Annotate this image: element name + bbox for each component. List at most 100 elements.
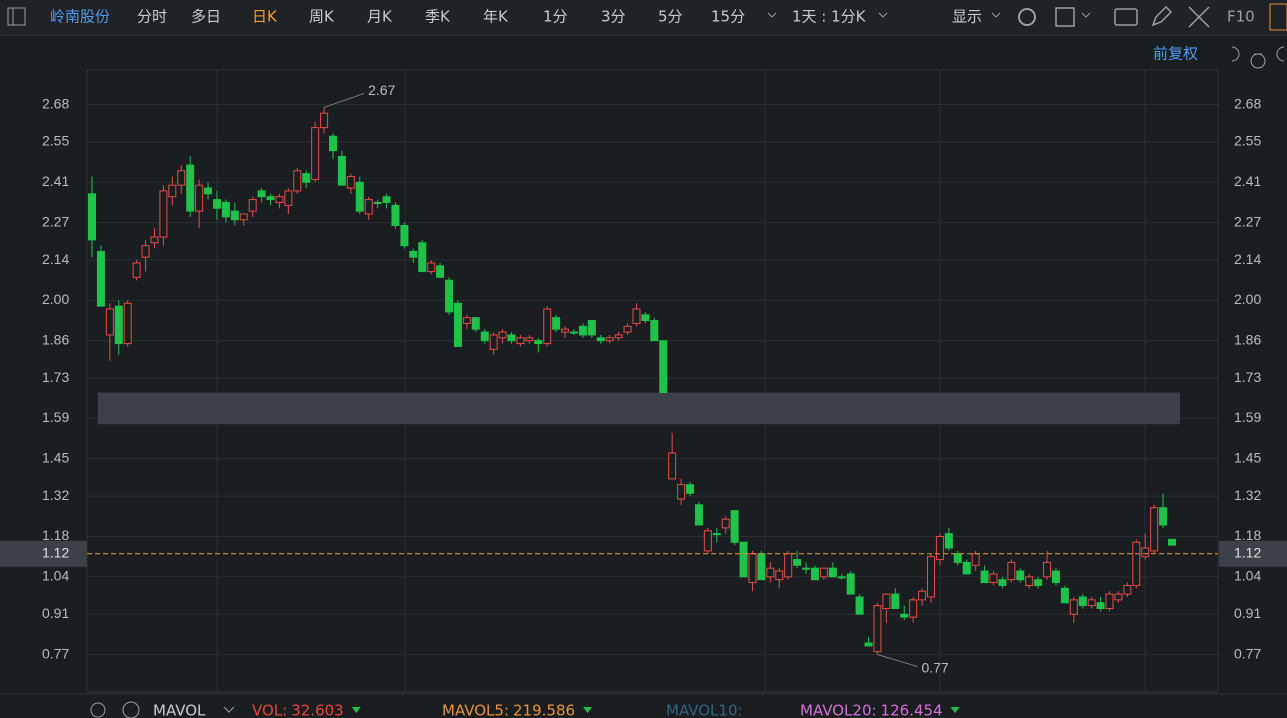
candle-body bbox=[739, 541, 748, 578]
candle-body bbox=[498, 331, 507, 339]
y-tick-label-left: 2.00 bbox=[42, 291, 69, 307]
last-price-left: 1.12 bbox=[42, 544, 69, 560]
adjust-mode[interactable]: 前复权 bbox=[1153, 45, 1198, 63]
y-tick-label-right: 1.32 bbox=[1234, 487, 1261, 503]
candle-body bbox=[543, 308, 552, 345]
dropdown-arrows bbox=[767, 12, 1091, 18]
tab[interactable]: 1分 bbox=[543, 8, 568, 26]
candle-body bbox=[1043, 561, 1052, 578]
tab[interactable]: 日K bbox=[252, 8, 278, 26]
candle-body bbox=[659, 340, 668, 394]
f10[interactable]: F10 bbox=[1227, 8, 1255, 26]
candle-body bbox=[766, 567, 775, 578]
last-price-box-right bbox=[1219, 540, 1287, 567]
indicator-dropdown bbox=[223, 706, 235, 713]
indicator-name[interactable]: MAVOL bbox=[153, 702, 206, 718]
tab[interactable]: 月K bbox=[367, 8, 393, 26]
y-tick-label-right: 2.68 bbox=[1234, 95, 1261, 111]
candle-body bbox=[239, 213, 248, 221]
tab[interactable]: 15分 bbox=[711, 8, 745, 26]
max-pointer bbox=[323, 92, 365, 108]
y-tick-label-left: 1.18 bbox=[42, 527, 69, 543]
tab[interactable]: 周K bbox=[309, 8, 335, 26]
candle-body bbox=[775, 570, 784, 581]
candle-body bbox=[293, 170, 302, 192]
tab[interactable]: 5分 bbox=[658, 8, 683, 26]
y-tick-label-left: 1.04 bbox=[42, 568, 69, 584]
box-icon[interactable] bbox=[1055, 7, 1075, 27]
candle-body bbox=[507, 334, 516, 342]
candle-body bbox=[337, 155, 346, 186]
candle-body bbox=[391, 204, 400, 226]
indicator-value: 126.454 bbox=[881, 702, 943, 718]
toolbar bbox=[0, 0, 1287, 35]
candle-body bbox=[248, 199, 257, 212]
candle-body bbox=[328, 135, 337, 152]
candle-body bbox=[837, 576, 846, 579]
candle-body bbox=[471, 317, 480, 330]
candle-body bbox=[96, 250, 105, 307]
candle-body bbox=[311, 127, 320, 180]
candle-body bbox=[614, 334, 623, 339]
y-tick-label-left: 2.27 bbox=[42, 213, 69, 229]
y-tick-label-right: 2.41 bbox=[1234, 173, 1261, 189]
trend-arrow bbox=[950, 707, 960, 713]
sidebar-icon[interactable] bbox=[7, 7, 26, 26]
candle-body bbox=[962, 561, 971, 575]
candle-body bbox=[980, 570, 989, 584]
candle-body bbox=[1150, 507, 1159, 552]
candle-body bbox=[1060, 587, 1069, 604]
candle-body bbox=[105, 308, 114, 336]
indicator-label: VOL: bbox=[252, 702, 287, 718]
pen-icon[interactable] bbox=[1151, 5, 1173, 27]
candle-body bbox=[355, 181, 364, 212]
candle-body bbox=[427, 262, 436, 273]
interval[interactable]: 1天 : 1分K bbox=[792, 8, 867, 26]
indicator-settings[interactable] bbox=[90, 702, 106, 718]
tab[interactable]: 多日 bbox=[191, 8, 221, 26]
tab[interactable]: 年K bbox=[483, 8, 509, 26]
candle-body bbox=[400, 225, 409, 247]
candle-body bbox=[784, 553, 793, 578]
candle-body bbox=[846, 573, 855, 595]
chart-controls[interactable] bbox=[1231, 46, 1285, 69]
last-price-box-left bbox=[0, 540, 87, 567]
candle-body bbox=[802, 567, 811, 570]
candle-body bbox=[864, 642, 873, 647]
candle-body bbox=[88, 193, 96, 241]
candle-body bbox=[302, 173, 311, 183]
candle-body bbox=[998, 579, 1007, 586]
tab[interactable]: 季K bbox=[425, 8, 451, 26]
candle-body bbox=[757, 553, 766, 581]
side-tab[interactable] bbox=[1269, 3, 1287, 31]
candle-body bbox=[168, 184, 177, 198]
indicator-close[interactable] bbox=[122, 701, 140, 718]
candle-body bbox=[632, 308, 641, 324]
tab[interactable]: 3分 bbox=[601, 8, 626, 26]
candle-body bbox=[810, 567, 819, 581]
trend-arrow bbox=[351, 707, 361, 713]
candle-body bbox=[605, 337, 614, 342]
candle-body bbox=[552, 317, 561, 330]
stock-name[interactable]: 岭南股份 bbox=[50, 8, 110, 26]
fullscreen-icon[interactable] bbox=[1188, 6, 1210, 28]
candle-body bbox=[730, 510, 739, 543]
camera-icon[interactable] bbox=[1114, 8, 1138, 26]
candle-body bbox=[703, 530, 712, 552]
candle-body bbox=[204, 187, 213, 195]
candle-body bbox=[1034, 579, 1043, 586]
candle-body bbox=[668, 452, 677, 480]
candle-body bbox=[569, 331, 578, 334]
tab[interactable]: 分时 bbox=[137, 8, 167, 26]
settings-icon[interactable] bbox=[1018, 8, 1036, 26]
candle-body bbox=[534, 340, 543, 345]
candle-body bbox=[909, 599, 918, 618]
candle-body bbox=[132, 262, 141, 278]
display-menu[interactable]: 显示 bbox=[952, 8, 982, 26]
candle-body bbox=[159, 190, 168, 238]
y-tick-label-right: 1.59 bbox=[1234, 409, 1261, 425]
y-tick-label-right: 1.18 bbox=[1234, 527, 1261, 543]
y-tick-label-right: 2.14 bbox=[1234, 251, 1261, 267]
